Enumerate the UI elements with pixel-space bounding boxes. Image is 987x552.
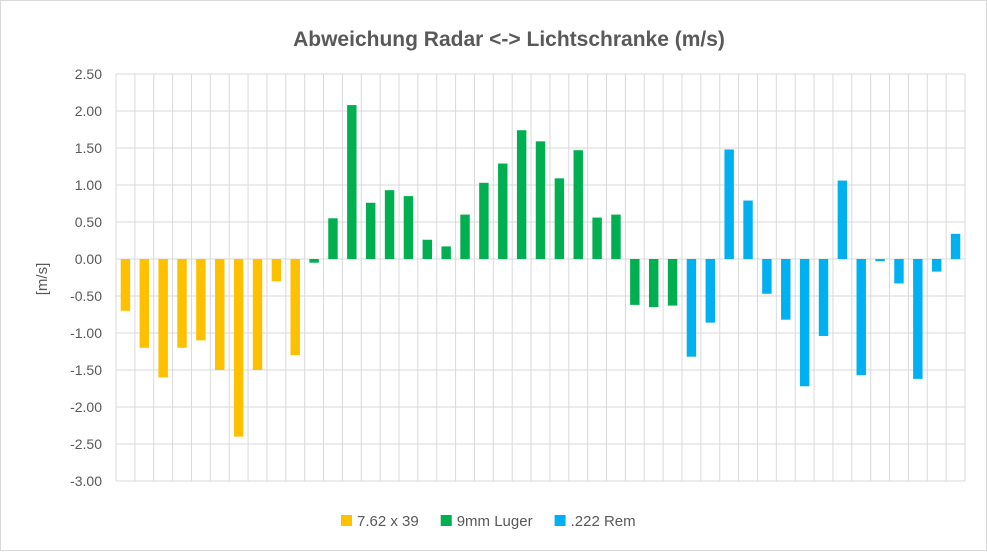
bar-2-20 <box>667 259 678 306</box>
bar-2-15 <box>573 150 583 259</box>
bars-layer <box>120 105 961 437</box>
bar-3-1 <box>686 259 697 357</box>
legend-swatch-3 <box>554 515 566 526</box>
bar-2-2 <box>328 218 338 259</box>
bar-3-13 <box>913 259 923 379</box>
bar-3-9 <box>837 180 848 259</box>
bar-1-7 <box>233 259 244 437</box>
bar-2-7 <box>422 239 433 259</box>
legend-label-1: 7.62 x 39 <box>357 513 419 530</box>
y-tick-label: 0.00 <box>75 251 102 267</box>
legend-swatch-1 <box>341 515 352 526</box>
bar-1-1 <box>120 259 131 311</box>
bar-2-19 <box>648 259 659 308</box>
bar-2-16 <box>592 217 602 259</box>
y-tick-label: -2.50 <box>70 436 102 452</box>
y-tick-labels: 2.50 2.00 1.50 1.00 0.50 0.00 -0.50 -1.00 -1.50 -… <box>70 66 102 489</box>
y-tick-label: 2.00 <box>75 103 102 119</box>
bar-1-4 <box>177 259 187 348</box>
bar-1-5 <box>196 259 206 341</box>
bar-2-12 <box>516 130 527 259</box>
bar-1-2 <box>139 259 150 348</box>
legend-label-3: .222 Rem <box>571 513 636 530</box>
legend-label-2: 9mm Luger <box>457 513 533 530</box>
legend-swatch-2 <box>440 515 452 526</box>
bar-2-4 <box>365 202 376 259</box>
y-tick-label: -1.00 <box>70 325 102 341</box>
bar-2-1 <box>309 259 319 263</box>
y-tick-label: -1.50 <box>70 362 102 378</box>
y-axis-label: [m/s] <box>34 263 51 296</box>
bar-2-9 <box>460 214 470 259</box>
bar-3-4 <box>743 200 753 259</box>
bar-3-2 <box>705 259 716 323</box>
bar-3-5 <box>762 259 772 294</box>
bar-3-10 <box>856 259 866 376</box>
bar-1-9 <box>271 259 282 282</box>
bar-1-10 <box>290 259 300 356</box>
bar-2-8 <box>441 246 451 259</box>
chart-title: Abweichung Radar <-> Lichtschranke (m/s) <box>293 28 725 51</box>
bar-1-8 <box>252 259 263 370</box>
bar-1-3 <box>158 259 168 378</box>
y-tick-label: -0.50 <box>70 288 102 304</box>
legend: 7.62 x 39 9mm Luger .222 Rem <box>341 513 636 530</box>
bar-3-14 <box>931 259 942 272</box>
bar-2-18 <box>630 259 640 305</box>
bar-2-5 <box>384 190 395 259</box>
bar-2-3 <box>347 105 357 259</box>
y-tick-label: -2.00 <box>70 399 102 415</box>
bar-3-6 <box>781 259 791 320</box>
y-tick-label: -3.00 <box>70 473 102 489</box>
bar-2-13 <box>535 141 546 259</box>
bar-1-6 <box>215 259 225 370</box>
bar-2-11 <box>498 163 508 259</box>
bar-2-17 <box>611 214 621 259</box>
y-tick-label: 1.50 <box>75 140 102 156</box>
bar-3-15 <box>950 233 961 259</box>
bar-3-12 <box>894 259 904 284</box>
y-tick-label: 0.50 <box>75 214 102 230</box>
y-tick-label: 2.50 <box>75 66 102 82</box>
bar-3-3 <box>724 149 734 259</box>
bar-2-10 <box>479 182 489 259</box>
y-tick-label: 1.00 <box>75 177 102 193</box>
bar-2-14 <box>554 178 565 259</box>
bar-3-8 <box>818 259 829 336</box>
bar-3-7 <box>799 259 810 387</box>
bar-3-11 <box>875 259 885 262</box>
bar-2-6 <box>403 196 414 259</box>
